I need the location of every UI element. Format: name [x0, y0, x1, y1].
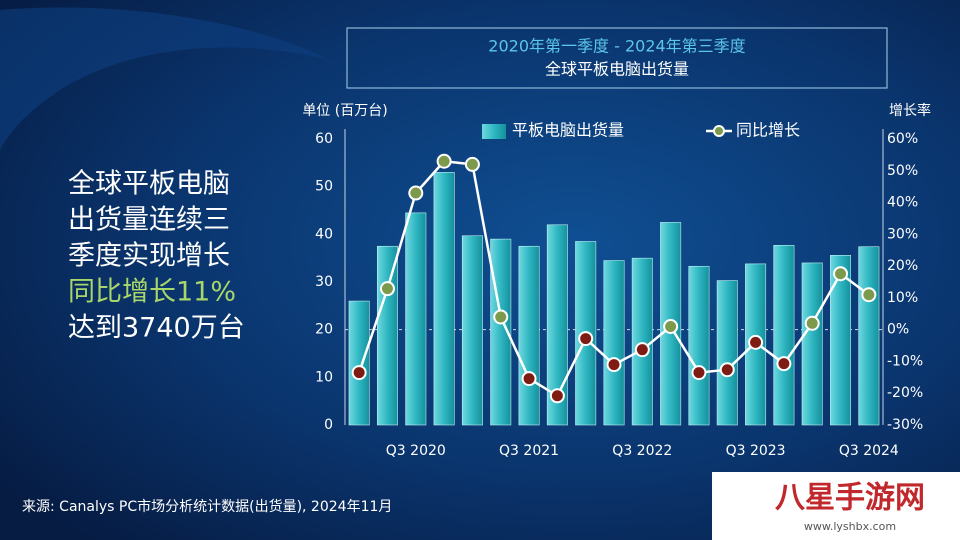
y-tick-label: 30: [315, 274, 333, 290]
bar: [405, 212, 427, 426]
y-tick-label: 50: [315, 179, 333, 195]
y2-tick-label: 60%: [887, 131, 918, 147]
growth-marker: [719, 362, 735, 378]
y-tick-label: 40: [315, 226, 333, 242]
chart-title: 2020年第一季度 - 2024年第三季度: [488, 37, 745, 56]
watermark-url: www.lyshbx.com: [804, 520, 896, 533]
y-tick-label: 0: [324, 417, 333, 433]
watermark-box: [712, 472, 960, 540]
y2-tick-label: 10%: [887, 290, 918, 306]
growth-marker: [663, 318, 679, 334]
legend-marker: [713, 125, 725, 137]
growth-marker: [351, 365, 367, 381]
bar: [546, 224, 568, 426]
growth-marker: [493, 309, 509, 325]
x-tick-label: Q3 2020: [386, 443, 446, 459]
y-tick-label: 20: [315, 322, 333, 338]
bar: [603, 260, 625, 426]
chart-subtitle: 全球平板电脑出货量: [545, 60, 689, 79]
growth-marker: [436, 153, 452, 169]
headline-line: 达到3740万台: [68, 313, 245, 344]
growth-marker: [776, 356, 792, 372]
source: 来源: Canalys PC市场分析统计数据(出货量), 2024年11月: [22, 498, 392, 515]
headline-line: 季度实现增长: [68, 241, 230, 272]
headline-line: 全球平板电脑: [68, 169, 230, 200]
bar: [830, 255, 852, 426]
y2-tick-label: 0%: [887, 322, 909, 338]
bar: [376, 245, 398, 426]
y2-tick-label: -30%: [887, 417, 923, 433]
growth-marker: [521, 371, 537, 387]
growth-marker: [691, 365, 707, 381]
y2-tick-label: 30%: [887, 226, 918, 242]
bar: [688, 265, 710, 426]
bar: [631, 257, 653, 426]
bar: [801, 262, 823, 426]
x-tick-label: Q3 2022: [612, 443, 672, 459]
y-axis-label: 单位 (百万台): [302, 103, 387, 119]
y-tick-label: 10: [315, 369, 333, 385]
growth-marker: [606, 357, 622, 373]
title-box: [346, 27, 888, 89]
headline-line: 出货量连续三: [68, 205, 230, 236]
bar: [433, 172, 455, 426]
growth-marker: [549, 388, 565, 404]
bar: [461, 235, 483, 426]
swoosh: [0, 7, 330, 150]
legend-label: 平板电脑出货量: [512, 121, 624, 140]
bar: [858, 246, 880, 426]
x-tick-label: Q3 2024: [839, 443, 899, 459]
y2-tick-label: -10%: [887, 353, 923, 369]
y2-tick-label: -20%: [887, 385, 923, 401]
x-tick-label: Q3 2023: [726, 443, 786, 459]
growth-marker: [861, 287, 877, 303]
growth-marker: [379, 281, 395, 297]
growth-marker: [408, 185, 424, 201]
bar: [518, 245, 540, 426]
growth-marker: [578, 331, 594, 347]
growth-marker: [748, 334, 764, 350]
watermark-name: 八星手游网: [775, 481, 925, 516]
bar: [773, 244, 795, 426]
y2-axis-label: 增长率: [889, 102, 931, 119]
legend-label: 同比增长: [736, 121, 800, 140]
y2-tick-label: 20%: [887, 258, 918, 274]
y-tick-label: 60: [315, 131, 333, 147]
growth-marker: [804, 315, 820, 331]
headline-line: 同比增长11%: [68, 277, 236, 308]
growth-marker: [634, 342, 650, 358]
legend-swatch: [482, 124, 506, 139]
y2-tick-label: 40%: [887, 195, 918, 211]
growth-marker: [833, 266, 849, 282]
y2-tick-label: 50%: [887, 163, 918, 179]
bar: [348, 300, 370, 426]
bar: [716, 280, 738, 426]
growth-marker: [464, 156, 480, 172]
x-tick-label: Q3 2021: [499, 443, 559, 459]
